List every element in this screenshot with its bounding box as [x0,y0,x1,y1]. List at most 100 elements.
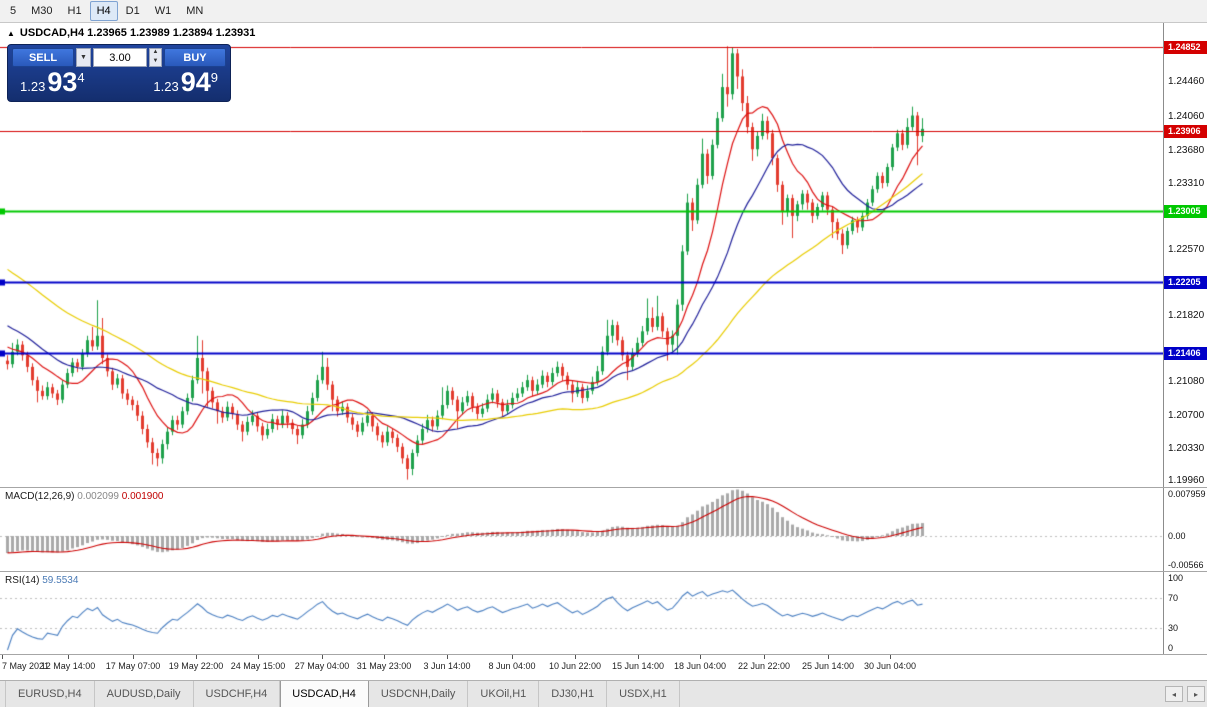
time-axis-label: 22 Jun 22:00 [737,661,791,671]
timeframe-button-w1[interactable]: W1 [154,5,172,17]
macd-axis[interactable]: 0.007959 0.00 -0.00566 [1163,488,1207,571]
rsi-label: RSI(14) 59.5534 [5,575,78,586]
pane-divider [0,487,1207,488]
one-click-toggle-icon[interactable]: ▲ [7,28,15,38]
rsi-axis-label: 100 [1168,573,1184,583]
price-tick-label: 1.21820 [1168,310,1205,322]
timeframe-button-h1[interactable]: H1 [67,5,82,17]
time-tick-mark [2,655,3,659]
buy-price-prefix: 1.23 [153,79,179,94]
sell-price-big: 93 [47,67,78,97]
chart-tab-bar: EURUSD,H4 AUDUSD,Daily USDCHF,H4 USDCAD,H4 U… [0,680,1207,707]
time-tick-mark [828,655,829,659]
sell-price-sup: 4 [77,70,85,85]
price-line-badge: 1.23906 [1164,124,1207,138]
time-axis-label: 31 May 23:00 [356,661,412,671]
price-tick-label: 1.21080 [1168,375,1205,387]
tab-usdcnh-daily[interactable]: USDCNH,Daily [369,681,469,707]
time-tick-mark [575,655,576,659]
price-line-badge: 1.22205 [1164,276,1207,290]
main-chart-pane: ▲ USDCAD,H4 1.23965 1.23989 1.23894 1.23… [0,23,1163,487]
tab-usdcad-h4[interactable]: USDCAD,H4 [280,681,369,707]
time-tick-mark [638,655,639,659]
time-tick-mark [258,655,259,659]
volume-step-up-icon[interactable]: ▲ [152,49,159,55]
price-axis[interactable]: 1.24460 1.24060 1.23680 1.23310 1.22570 1.218… [1163,23,1207,487]
rsi-axis-label: 30 [1168,622,1179,633]
timeframe-button-m30[interactable]: M30 [31,5,53,17]
tab-usdchf-h4[interactable]: USDCHF,H4 [194,681,281,707]
buy-price: 1.23 94 9 [153,69,218,96]
pane-divider [0,571,1207,572]
macd-axis-label: -0.00566 [1168,560,1204,570]
time-axis-label: 30 Jun 04:00 [863,661,917,671]
sell-price-prefix: 1.23 [20,79,46,94]
time-tick-mark [447,655,448,659]
price-line-badge: 1.24852 [1164,40,1207,54]
pane-divider [0,654,1207,655]
tab-ukoil-h1[interactable]: UKOil,H1 [468,681,540,707]
price-line-badge: 1.21406 [1164,346,1207,360]
time-tick-mark [133,655,134,659]
price-tick-label: 1.23680 [1168,145,1205,157]
tab-audusd-daily[interactable]: AUDUSD,Daily [95,681,194,707]
rsi-canvas[interactable] [0,572,1163,654]
tab-bar-spacer [680,681,1163,707]
rsi-name: RSI(14) [5,575,40,586]
trade-panel-controls: SELL ▼ ▲ ▼ BUY [12,48,226,67]
timeframe-toolbar: 5 M30 H1 H4 D1 W1 MN [0,0,1207,23]
timeframe-button-mn[interactable]: MN [186,5,204,17]
volume-dropdown-icon[interactable]: ▼ [76,48,91,67]
timeframe-button-h4[interactable]: H4 [89,1,118,21]
volume-stepper[interactable]: ▲ ▼ [149,48,162,67]
time-tick-mark [384,655,385,659]
tab-dj30-h1[interactable]: DJ30,H1 [539,681,608,707]
macd-value: 0.002099 [77,491,119,502]
rsi-value: 59.5534 [42,575,79,586]
time-tick-mark [196,655,197,659]
tab-eurusd-h4[interactable]: EURUSD,H4 [5,681,95,707]
trade-panel-prices: 1.23 93 4 1.23 94 9 [12,68,226,96]
macd-canvas[interactable] [0,488,1163,571]
rsi-axis[interactable]: 100 70 30 0 [1163,572,1207,654]
price-tick-label: 1.24460 [1168,75,1205,87]
tab-scroll-right-icon[interactable]: ▸ [1187,686,1205,702]
time-axis-label: 27 May 04:00 [294,661,350,671]
macd-axis-label: 0.00 [1168,530,1186,541]
volume-step-down-icon[interactable]: ▼ [152,57,159,64]
sell-price: 1.23 93 4 [20,69,85,96]
sell-button[interactable]: SELL [12,48,74,67]
time-axis-label: 18 Jun 04:00 [673,661,727,671]
tab-scroll-left-icon[interactable]: ◂ [1165,686,1183,702]
price-tick-label: 1.22570 [1168,243,1205,255]
time-tick-mark [764,655,765,659]
time-axis-label: 25 Jun 14:00 [801,661,855,671]
time-tick-mark [890,655,891,659]
time-axis[interactable]: 7 May 2021 12 May 14:00 17 May 07:00 19 May… [0,655,1207,680]
macd-name: MACD(12,26,9) [5,491,75,502]
macd-pane: MACD(12,26,9) 0.002099 0.001900 [0,488,1163,571]
price-tick-label: 1.24060 [1168,111,1205,123]
buy-price-big: 94 [180,67,211,97]
time-tick-mark [512,655,513,659]
volume-input[interactable] [93,48,147,67]
timeframe-button-5[interactable]: 5 [10,5,17,17]
price-tick-label: 1.23310 [1168,177,1205,189]
time-axis-label: 24 May 15:00 [230,661,286,671]
time-tick-mark [322,655,323,659]
macd-label: MACD(12,26,9) 0.002099 0.001900 [5,491,163,502]
time-tick-mark [700,655,701,659]
time-axis-label: 15 Jun 14:00 [611,661,665,671]
chart-title-bar: ▲ USDCAD,H4 1.23965 1.23989 1.23894 1.23… [7,27,255,39]
time-tick-mark [68,655,69,659]
buy-price-sup: 9 [210,70,218,85]
macd-axis-label: 0.007959 [1168,489,1206,499]
timeframe-button-d1[interactable]: D1 [125,5,140,17]
time-axis-label: 3 Jun 14:00 [423,661,471,671]
rsi-axis-label: 70 [1168,593,1179,604]
price-tick-label: 1.19960 [1168,475,1205,487]
buy-button[interactable]: BUY [164,48,226,67]
tab-usdx-h1[interactable]: USDX,H1 [607,681,680,707]
